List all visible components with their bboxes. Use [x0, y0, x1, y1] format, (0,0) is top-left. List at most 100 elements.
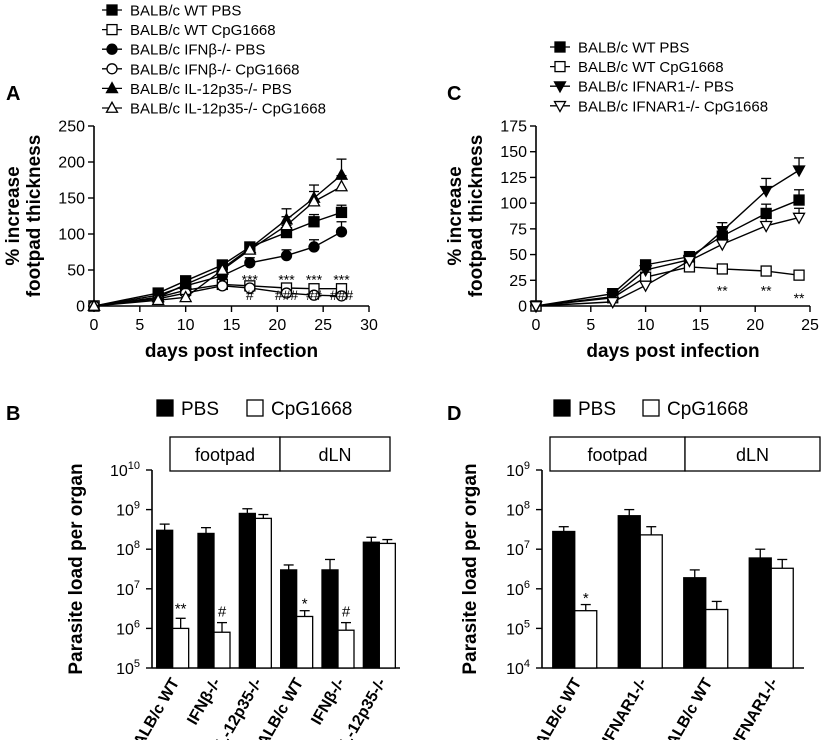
group-label: dLN [736, 445, 769, 465]
data-point [792, 165, 806, 178]
significance-label: # [218, 604, 227, 621]
bar-cpg1668 [378, 542, 396, 669]
data-point [335, 206, 348, 219]
x-tick-label: 20 [268, 317, 286, 334]
significance-label: *** [306, 271, 323, 287]
y-tick-label: 150 [58, 191, 85, 208]
series [88, 221, 348, 312]
data-point [716, 263, 728, 275]
x-tick-label: IFNβ-/- [308, 676, 348, 728]
data-point [606, 296, 620, 309]
legend-marker [554, 60, 566, 73]
x-tick-label: 5 [135, 317, 144, 334]
data-point [335, 226, 348, 238]
y-tick-label: 109 [116, 500, 140, 520]
data-point [151, 293, 165, 306]
data-point [279, 218, 294, 231]
data-point [682, 255, 697, 268]
data-point [280, 249, 293, 262]
legend-label: BALB/c IFNβ-/- PBS [130, 42, 265, 59]
legend-marker [553, 100, 567, 113]
x-tick-label: 15 [223, 317, 241, 334]
bar-pbs [156, 529, 174, 669]
data-point [639, 265, 653, 278]
significance-label: * [302, 596, 308, 613]
x-axis-label: days post infection [145, 341, 318, 362]
group-box [549, 436, 686, 472]
data-point [179, 290, 193, 303]
y-tick-label: 75 [509, 221, 527, 238]
data-point [308, 216, 320, 228]
y-tick-label: 0 [518, 299, 527, 316]
legend-label: BALB/c IFNβ-/- CpG1668 [130, 61, 300, 78]
x-tick-label: 30 [360, 317, 378, 334]
y-tick-label: 50 [67, 263, 85, 280]
data-point [715, 239, 729, 252]
bar-cpg1668 [296, 615, 314, 669]
x-tick-label: 10 [177, 317, 195, 334]
y-axis-label: % increase [445, 166, 466, 265]
group-label: dLN [318, 445, 351, 465]
legend-label: BALB/c IL-12p35-/- CpG1668 [130, 101, 326, 118]
legend-swatch [246, 399, 264, 417]
bar-cpg1668 [574, 610, 598, 669]
data-point [759, 220, 773, 233]
series-line [535, 169, 800, 307]
data-point [639, 280, 653, 293]
y-axis-label: footpad thickness [24, 135, 45, 298]
data-point [244, 282, 256, 294]
y-tick-label: 25 [509, 273, 527, 290]
significance-label: *** [333, 271, 350, 287]
group-box [169, 436, 281, 472]
data-point [308, 241, 320, 253]
bar-cpg1668 [337, 629, 355, 669]
legend-label: PBS [578, 399, 616, 420]
bar-cpg1668 [172, 627, 190, 669]
series [529, 207, 806, 314]
data-point [280, 287, 293, 299]
panel-letter: D [447, 403, 461, 425]
y-tick-label: 100 [58, 227, 85, 244]
bar-pbs [321, 569, 339, 669]
y-axis-label: Parasite load per organ [460, 463, 481, 674]
x-axis-label: days post infection [586, 341, 759, 362]
legend-marker [554, 41, 566, 53]
y-tick-label: 108 [506, 500, 530, 520]
legend-marker [106, 23, 118, 36]
legend-label: CpG1668 [271, 399, 352, 420]
legend-label: BALB/c IFNAR1-/- PBS [578, 79, 734, 96]
significance-label: ** [761, 283, 772, 299]
data-point [793, 194, 805, 206]
legend-label: BALB/c WT CpG1668 [578, 59, 724, 76]
bar-pbs [280, 569, 298, 669]
y-tick-label: 175 [500, 119, 527, 136]
y-tick-label: 1010 [110, 460, 140, 480]
series-line [535, 199, 800, 307]
legend-swatch [642, 399, 660, 417]
x-tick-label: BALB/c WT [125, 675, 183, 740]
bar-pbs [197, 532, 215, 669]
bar-pbs [683, 577, 707, 669]
x-tick-label: IFNAR1-/- [731, 676, 782, 740]
legend-label: CpG1668 [667, 399, 748, 420]
significance-label: *** [278, 271, 295, 287]
data-point [215, 262, 229, 275]
panel-C: C BALB/c WT PBS BALB/c WT CpG1668 BALB/c IF… [445, 40, 819, 363]
legend-marker [105, 100, 119, 113]
significance-label: ** [175, 601, 187, 618]
significance-label: ### [275, 287, 299, 303]
panel-letter: A [6, 83, 20, 105]
legend-label: BALB/c WT CpG1668 [130, 22, 276, 39]
bar-pbs [748, 557, 772, 669]
significance-label: ** [717, 283, 728, 299]
series-line [535, 216, 800, 307]
x-tick-label: 5 [586, 317, 595, 334]
data-point [216, 280, 228, 292]
x-tick-label: 25 [314, 317, 332, 334]
legend-label: BALB/c WT PBS [130, 3, 241, 20]
data-point [759, 185, 773, 198]
legend-marker [106, 4, 118, 16]
panel-A: A BALB/c WT PBS BALB/c WT CpG1668 BALB/c IF… [3, 3, 378, 363]
significance-label: ## [306, 287, 322, 303]
